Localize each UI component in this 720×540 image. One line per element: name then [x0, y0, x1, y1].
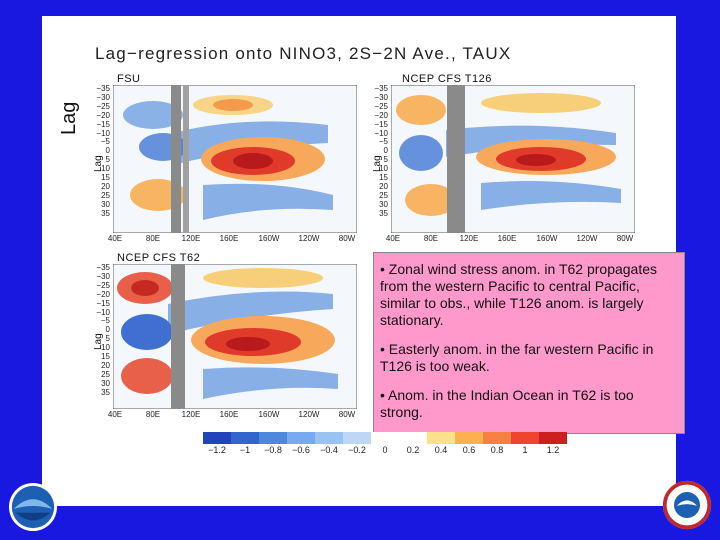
x-ticks-top-right: 40E 80E 120E 160E 160W 120W 80W [385, 234, 634, 243]
nws-logo-icon [662, 480, 712, 530]
colorbar [203, 432, 567, 444]
colorbar-tick-label: 0.8 [490, 445, 504, 455]
colorbar-tick-label: 0 [382, 445, 388, 455]
colorbar-segment [315, 432, 343, 444]
panel-label-t126: NCEP CFS T126 [402, 73, 492, 85]
colorbar-tick-label: −0.8 [264, 445, 282, 455]
colorbar-segment [231, 432, 259, 444]
noaa-logo-icon [8, 482, 58, 532]
lag-axis-label: Lag [58, 101, 80, 135]
notes-box: • Zonal wind stress anom. in T62 propaga… [373, 252, 685, 434]
colorbar-segment [259, 432, 287, 444]
colorbar-tick-label: −0.4 [320, 445, 338, 455]
panel-label-t62: NCEP CFS T62 [117, 252, 201, 264]
colorbar-tick-label: −1.2 [208, 445, 226, 455]
colorbar-segment [455, 432, 483, 444]
colorbar-segment [483, 432, 511, 444]
colorbar-tick-label: 0.6 [462, 445, 476, 455]
colorbar-segment [343, 432, 371, 444]
colorbar-segment [539, 432, 567, 444]
colorbar-segment [427, 432, 455, 444]
y-ticks-t62: −35 −30 −25 −20 −15 −10 −5 0 5 10 15 20 25 30 35 [96, 263, 110, 397]
x-ticks-top: 40E 80E 120E 160E 160W 120W 80W [107, 234, 356, 243]
colorbar-tick-label: −0.2 [348, 445, 366, 455]
colorbar-segment [371, 432, 399, 444]
y-ticks-t126: −35 −30 −25 −20 −15 −10 −5 0 5 10 15 20 25 30 35 [374, 84, 388, 218]
panel-label-fsu: FSU [117, 73, 141, 85]
colorbar-tick-label: 0.2 [406, 445, 420, 455]
colorbar-segment [511, 432, 539, 444]
slide-title: Lag−regression onto NINO3, 2S−2N Ave., T… [95, 44, 512, 63]
colorbar-segment [203, 432, 231, 444]
colorbar-tick-label: −1 [239, 445, 251, 455]
colorbar-tick-label: 1 [522, 445, 528, 455]
hovmoller-panel-t62 [113, 264, 357, 409]
y-ticks-fsu: −35 −30 −25 −20 −15 −10 −5 0 5 10 15 20 25 30 35 [96, 84, 110, 218]
hovmoller-panel-t126 [391, 85, 635, 233]
colorbar-tick-label: 0.4 [434, 445, 448, 455]
colorbar-tick-label: 1.2 [546, 445, 560, 455]
hovmoller-panel-fsu [113, 85, 357, 233]
note-2: • Easterly anom. in the far western Paci… [380, 341, 654, 374]
x-ticks-bottom: 40E 80E 120E 160E 160W 120W 80W [107, 410, 356, 419]
colorbar-segment [287, 432, 315, 444]
note-3: • Anom. in the Indian Ocean in T62 is to… [380, 387, 634, 420]
note-1: • Zonal wind stress anom. in T62 propaga… [380, 261, 658, 328]
colorbar-segment [399, 432, 427, 444]
colorbar-tick-label: −0.6 [292, 445, 310, 455]
